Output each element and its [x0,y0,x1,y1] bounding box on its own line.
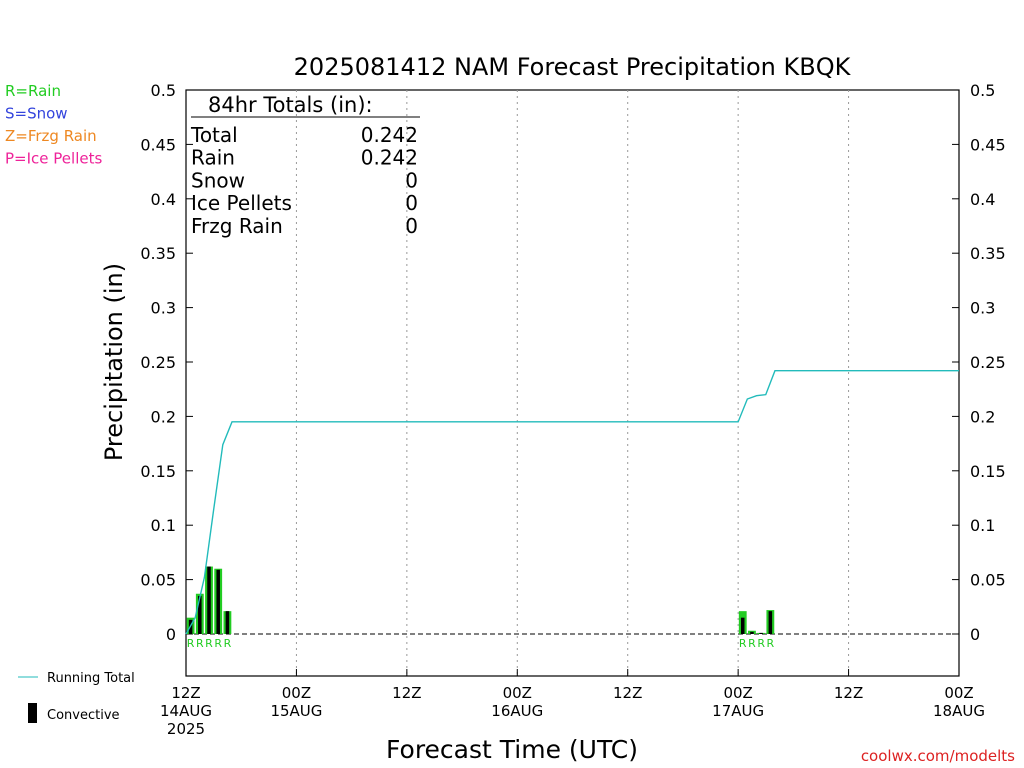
watermark: coolwx.com/modelts [861,747,1015,765]
ptype-label: R [757,637,765,650]
x-tick-label: 17AUG [712,702,764,720]
ptype-label: R [767,637,775,650]
ptype-legend-snow: S=Snow [5,105,68,123]
x-tick-label: 00Z [282,684,311,702]
y-tick-label-right: 0.1 [970,516,995,535]
totals-box: 84hr Totals (in): Total 0.242 Rain 0.242 Sno… [190,93,420,238]
convective-bar [207,566,211,634]
running-total-line [185,370,959,635]
precip-bars [186,566,775,634]
totals-header: 84hr Totals (in): [208,93,373,117]
y-tick-label-right: 0.2 [970,407,995,426]
y-axis-label: Precipitation (in) [100,263,128,461]
ptype-label: R [739,637,747,650]
convective-bar [198,595,202,634]
y-tick-label-right: 0 [970,625,980,644]
y-tick-label-right: 0.25 [970,353,1006,372]
x-tick-label: 00Z [723,684,752,702]
y-tick-label-right: 0.3 [970,299,995,318]
x-tick-label: 12Z [834,684,863,702]
x-tick-label: 00Z [503,684,532,702]
totals-row-value: 0 [405,191,418,215]
y-tick-label-right: 0.05 [970,571,1006,590]
ptype-legend: R=Rain S=Snow Z=Frzg Rain P=Ice Pellets [5,82,102,168]
y-axis-right: 0 0.05 0.1 0.15 0.2 0.25 0.3 0.35 0.4 0.45 0.5 [952,81,1006,644]
x-tick-label: 18AUG [933,702,985,720]
x-tick-label: 15AUG [270,702,322,720]
convective-bar [759,632,763,634]
x-tick-label: 16AUG [491,702,543,720]
vertical-gridlines [295,90,850,676]
x-tick-label: 12Z [171,684,200,702]
y-tick-label-left: 0.1 [151,516,176,535]
x-tick-label: 00Z [944,684,973,702]
y-tick-label-right: 0.45 [970,135,1006,154]
x-tick-label: 2025 [167,720,205,738]
totals-row-value: 0.242 [361,146,418,170]
x-tick-label: 12Z [613,684,642,702]
convective-bar [750,631,754,634]
convective-bar [768,611,773,634]
x-tick-label: 12Z [392,684,421,702]
ptype-label: R [187,637,195,650]
totals-row-label: Frzg Rain [191,214,283,238]
ptype-label: R [748,637,756,650]
totals-row-value: 0.242 [361,123,418,147]
y-tick-label-left: 0.3 [151,299,176,318]
y-tick-label-left: 0.5 [151,81,176,100]
chart-title: 2025081412 NAM Forecast Precipitation KB… [294,53,852,81]
y-tick-label-left: 0.2 [151,407,176,426]
x-axis-label: Forecast Time (UTC) [386,735,638,764]
y-axis-left: 0 0.05 0.1 0.15 0.2 0.25 0.3 0.35 0.4 0.45 0.5 [140,81,193,644]
totals-row-label: Total [190,123,238,147]
y-tick-label-left: 0.25 [140,353,176,372]
convective-legend-swatch [28,703,37,723]
convective-bar [225,611,230,634]
ptype-label: R [214,637,222,650]
plot-frame [185,89,960,677]
y-tick-label-left: 0.05 [140,571,176,590]
convective-legend-label: Convective [47,708,120,723]
totals-row-label: Ice Pellets [191,191,292,215]
convective-bar [216,569,220,634]
ptype-legend-rain: R=Rain [5,82,61,100]
y-tick-label-right: 0.15 [970,462,1006,481]
totals-row-label: Rain [191,146,235,170]
ptype-label: R [205,637,213,650]
y-tick-label-right: 0.35 [970,244,1006,263]
y-tick-label-right: 0.5 [970,81,995,100]
ptype-legend-ice_pellets: P=Ice Pellets [5,150,102,168]
ptype-label: R [196,637,204,650]
y-tick-label-right: 0.4 [970,190,995,209]
convective-bar [740,617,745,634]
y-tick-label-left: 0.15 [140,462,176,481]
y-tick-label-left: 0.4 [151,190,176,209]
totals-row-label: Snow [191,168,245,192]
totals-row-value: 0 [405,214,418,238]
totals-row-value: 0 [405,168,418,192]
y-tick-label-left: 0.45 [140,135,176,154]
y-tick-label-left: 0 [166,625,176,644]
running-total-legend-label: Running Total [47,671,135,686]
y-tick-label-left: 0.35 [140,244,176,263]
ptype-label: R [224,637,232,650]
ptype-legend-frzg_rain: Z=Frzg Rain [5,127,97,145]
x-tick-label: 14AUG [160,702,212,720]
